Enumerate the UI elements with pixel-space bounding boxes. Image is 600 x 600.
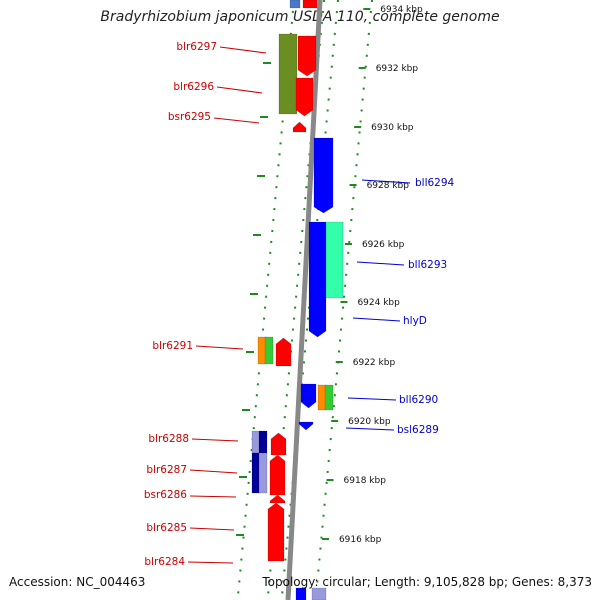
gene-feature[interactable]: [324, 384, 334, 411]
ruler-tick-label: 6932 kbp: [376, 64, 419, 74]
gene-label-leader: [213, 117, 260, 124]
gene-label-leader: [189, 495, 237, 498]
gene-label[interactable]: bsl6289: [397, 424, 439, 436]
gene-feature[interactable]: [269, 494, 286, 504]
gene-label[interactable]: bsr6286: [144, 489, 187, 501]
gene-feature[interactable]: [289, 0, 301, 9]
gene-label[interactable]: blr6285: [146, 522, 187, 534]
gene-label[interactable]: bsr6295: [168, 111, 211, 123]
ruler-tick-label: 6920 kbp: [348, 417, 391, 427]
gene-label-leader: [347, 397, 397, 401]
gene-feature[interactable]: [292, 121, 307, 133]
gene-label[interactable]: hlyD: [403, 315, 427, 327]
ruler-tick-label: 6928 kbp: [367, 181, 410, 191]
gene-label-leader: [189, 527, 235, 531]
gene-feature[interactable]: [302, 0, 318, 9]
gene-feature[interactable]: [267, 502, 285, 562]
gene-label[interactable]: blr6288: [148, 433, 189, 445]
gene-label-leader: [216, 86, 263, 94]
gene-feature[interactable]: [258, 430, 268, 454]
gene-feature[interactable]: [264, 336, 274, 365]
map-title: Bradyrhizobium japonicum USDA 110, compl…: [100, 9, 500, 25]
gene-label-leader: [187, 561, 234, 564]
gene-label-group[interactable]: blr6297 blr6296 bsr6295 blr6291 blr6288 blr62…: [144, 41, 455, 568]
gene-feature[interactable]: [295, 77, 314, 117]
ruler-label-group: 6934 kbp 6932 kbp 6930 kbp 6928 kbp 6926 kbp…: [339, 5, 423, 545]
gene-label[interactable]: blr6297: [176, 41, 217, 53]
gene-feature[interactable]: [270, 432, 287, 456]
dotted-track-inner-left: [280, 0, 339, 600]
gene-label-leader: [345, 427, 395, 431]
gene-label-leader: [361, 179, 411, 184]
gene-feature[interactable]: [275, 337, 292, 367]
backbone-line: [285, 0, 323, 600]
genome-summary-text: Topology: circular; Length: 9,105,828 bp…: [262, 575, 592, 589]
gene-label-leader: [219, 46, 267, 54]
gene-feature[interactable]: [298, 421, 314, 431]
ruler-tick-label: 6930 kbp: [371, 123, 414, 133]
gene-feature[interactable]: [258, 452, 268, 494]
dotted-track-outer-right: [314, 0, 373, 600]
gene-label[interactable]: blr6287: [146, 464, 187, 476]
gene-feature-group[interactable]: [251, 0, 344, 600]
gene-label[interactable]: bll6293: [408, 259, 447, 271]
ruler-tick-label: 6924 kbp: [357, 298, 400, 308]
ruler-tick-label: 6916 kbp: [339, 535, 382, 545]
gene-feature[interactable]: [295, 587, 307, 600]
backbone-group: [285, 0, 323, 600]
gene-label-leader: [191, 438, 239, 442]
gene-label[interactable]: blr6296: [173, 81, 214, 93]
gene-label[interactable]: bll6290: [399, 394, 438, 406]
gene-label-leader: [195, 345, 244, 350]
gene-label-leader: [356, 261, 405, 266]
gene-feature[interactable]: [313, 137, 334, 214]
gene-label-leader: [352, 317, 401, 322]
ruler-tick-group: [236, 8, 371, 540]
label-leader-group: [187, 46, 411, 564]
gene-feature[interactable]: [269, 454, 286, 496]
gene-label-leader: [189, 469, 238, 474]
gene-label[interactable]: bll6294: [415, 177, 455, 189]
gene-feature[interactable]: [325, 221, 344, 299]
gene-feature[interactable]: [278, 33, 298, 115]
accession-text: Accession: NC_004463: [9, 575, 146, 589]
ruler-tick-label: 6934 kbp: [380, 5, 423, 15]
ruler-tick-label: 6918 kbp: [344, 476, 387, 486]
gene-label[interactable]: blr6291: [152, 340, 193, 352]
gene-feature[interactable]: [311, 587, 327, 600]
gene-label[interactable]: blr6284: [144, 556, 185, 568]
gene-feature[interactable]: [300, 383, 317, 409]
gene-feature[interactable]: [297, 35, 317, 77]
ruler-tick-label: 6922 kbp: [353, 358, 396, 368]
gene-feature[interactable]: [308, 221, 327, 338]
ruler-tick-label: 6926 kbp: [362, 240, 405, 250]
